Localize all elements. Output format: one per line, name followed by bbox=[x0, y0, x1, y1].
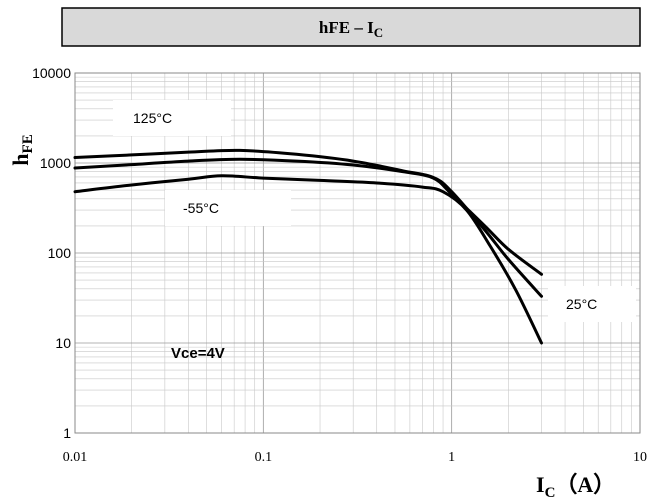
y-axis-label: hFE bbox=[8, 134, 36, 165]
annot-125-bg bbox=[113, 100, 231, 136]
chart-title: hFE – IC bbox=[319, 18, 383, 40]
x-axis-label: IC（A） bbox=[536, 472, 615, 501]
y-tick-label: 10000 bbox=[32, 65, 71, 81]
annot-m55-bg bbox=[165, 190, 291, 226]
annot-25c: 25°C bbox=[566, 296, 597, 312]
series-line-25c bbox=[73, 157, 543, 276]
plot-frame bbox=[74, 72, 641, 434]
chart-title-box bbox=[61, 7, 641, 47]
ticks-layer: 1 10 100 1000 10000 0.01 0.1 1 10 bbox=[32, 65, 647, 465]
x-tick-label: 0.01 bbox=[63, 450, 88, 465]
x-tick-label: 0.1 bbox=[255, 450, 273, 465]
y-tick-label: 100 bbox=[48, 245, 72, 261]
annot-125c: 125°C bbox=[133, 110, 172, 126]
y-tick-label: 1000 bbox=[40, 155, 71, 171]
series-line-minus55c bbox=[73, 174, 543, 345]
y-tick-label: 1 bbox=[63, 425, 71, 441]
x-tick-label: 10 bbox=[633, 450, 647, 465]
annot-vce: Vce=4V bbox=[171, 345, 225, 362]
annot-25-bg bbox=[548, 286, 636, 322]
y-tick-label: 10 bbox=[55, 335, 71, 351]
labels-layer: 125°C -55°C 25°C Vce=4V bbox=[113, 100, 636, 362]
annot-minus55c: -55°C bbox=[183, 200, 219, 216]
x-tick-label: 1 bbox=[448, 450, 455, 465]
series-line-125c bbox=[73, 148, 543, 298]
series-layer bbox=[73, 148, 543, 345]
